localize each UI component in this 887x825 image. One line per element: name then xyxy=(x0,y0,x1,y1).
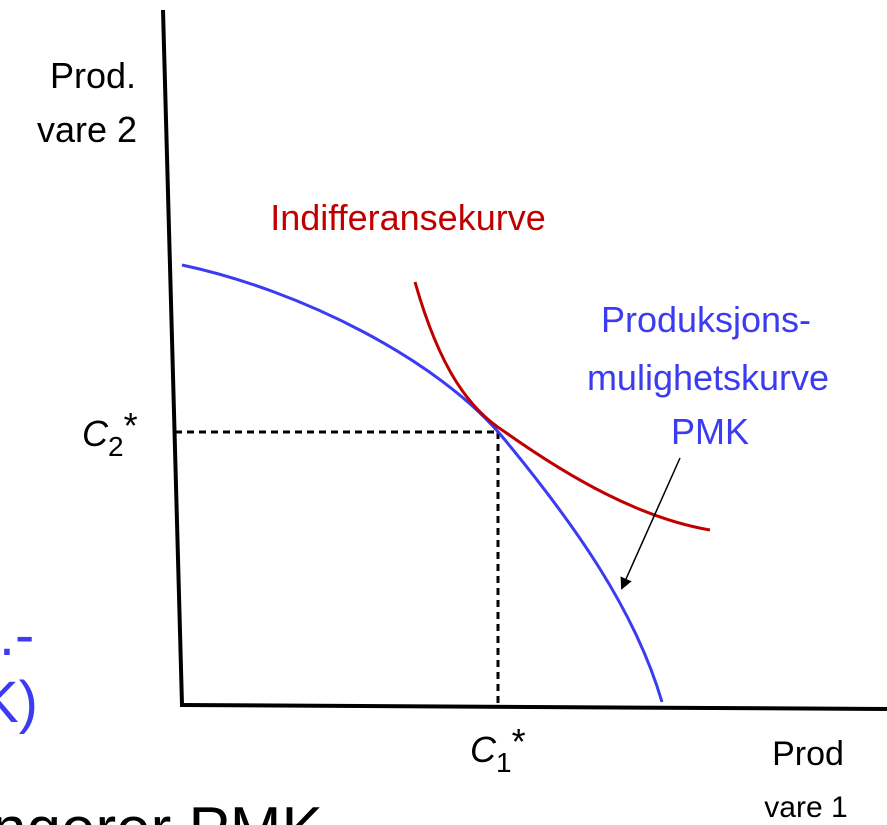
ppf-label: mulighetskurve xyxy=(587,357,829,398)
y-axis-label: vare 2 xyxy=(37,109,137,150)
clipped-text: ngerer PMK xyxy=(0,795,323,825)
c2-base: C xyxy=(82,413,109,454)
c1-sub: 1 xyxy=(496,747,512,778)
c2-sup: * xyxy=(124,405,138,446)
y-axis xyxy=(161,9,184,706)
c1-sup: * xyxy=(512,721,526,762)
ppf-curve xyxy=(181,263,664,703)
c1-label: C1* xyxy=(470,721,526,778)
x-axis-label: Prod xyxy=(772,735,844,773)
clipped-text: l.- xyxy=(0,603,34,668)
indifference-curve xyxy=(413,281,711,532)
pointer-arrow xyxy=(620,457,681,590)
y-axis-label: Prod. xyxy=(50,55,136,96)
ppf-label: PMK xyxy=(671,411,749,452)
ppf-label: Produksjons- xyxy=(601,299,811,340)
x-axis xyxy=(179,703,887,711)
c2-sub: 2 xyxy=(108,431,124,462)
indifference-label: Indifferansekurve xyxy=(270,197,546,238)
clipped-text: K) xyxy=(0,670,38,735)
x-axis-label: vare 1 xyxy=(764,791,847,824)
c2-label: C2* xyxy=(82,405,138,462)
c1-base: C xyxy=(470,729,497,770)
